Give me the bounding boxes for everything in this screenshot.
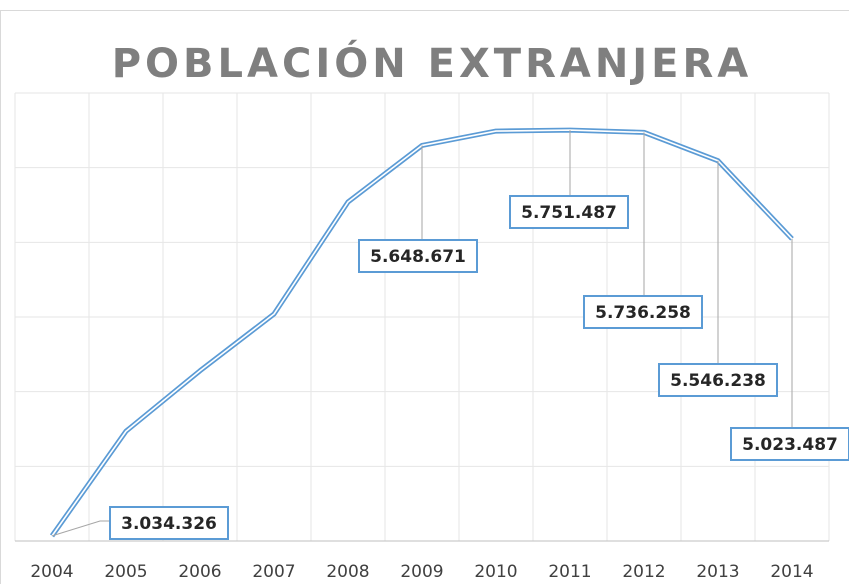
label-box [109,506,229,540]
label-box [583,295,703,329]
x-tick-label: 2014 [770,562,813,582]
x-tick-label: 2011 [548,562,591,582]
chart-title: POBLACIÓN EXTRANJERA [112,39,753,87]
x-tick-label: 2008 [326,562,369,582]
x-tick-label: 2009 [400,562,443,582]
x-tick-label: 2010 [474,562,517,582]
label-box [358,239,478,273]
data-label: 5.546.238 [670,371,766,391]
data-label: 3.034.326 [121,514,217,534]
data-label: 5.751.487 [521,203,617,223]
x-tick-label: 2006 [178,562,221,582]
chart-frame [0,10,849,584]
x-tick-label: 2007 [252,562,295,582]
label-box [730,427,849,461]
x-tick-label: 2012 [622,562,665,582]
line-inner [51,129,793,537]
x-tick-label: 2013 [696,562,739,582]
x-tick-label: 2004 [30,562,73,582]
x-tick-label: 2005 [104,562,147,582]
label-box [509,195,629,229]
label-box [658,363,778,397]
data-label: 5.648.671 [370,247,466,267]
data-label: 5.023.487 [742,435,838,455]
leader-line [51,520,110,537]
data-label: 5.736.258 [595,303,691,323]
